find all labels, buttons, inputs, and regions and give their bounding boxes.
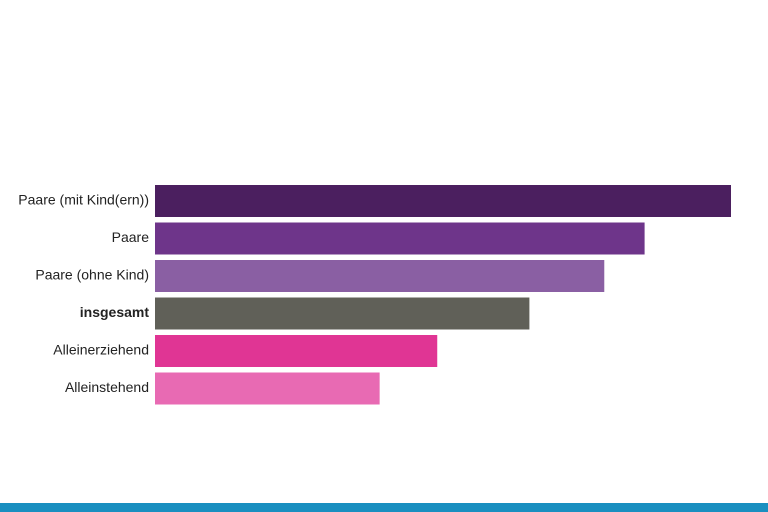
bar (155, 297, 530, 330)
bar (155, 222, 645, 255)
footer-bar (0, 503, 768, 512)
y-tick-label: Paare (mit Kind(ern)) (18, 192, 149, 208)
bar (155, 335, 438, 367)
bar (155, 372, 380, 405)
y-tick-label: Alleinerziehend (53, 342, 149, 358)
y-tick-label: insgesamt (80, 304, 150, 320)
bar (155, 260, 605, 292)
y-tick-label: Paare (112, 229, 150, 245)
y-tick-label: Paare (ohne Kind) (35, 267, 149, 283)
bar (155, 185, 731, 217)
y-tick-label: Alleinstehend (65, 379, 149, 395)
